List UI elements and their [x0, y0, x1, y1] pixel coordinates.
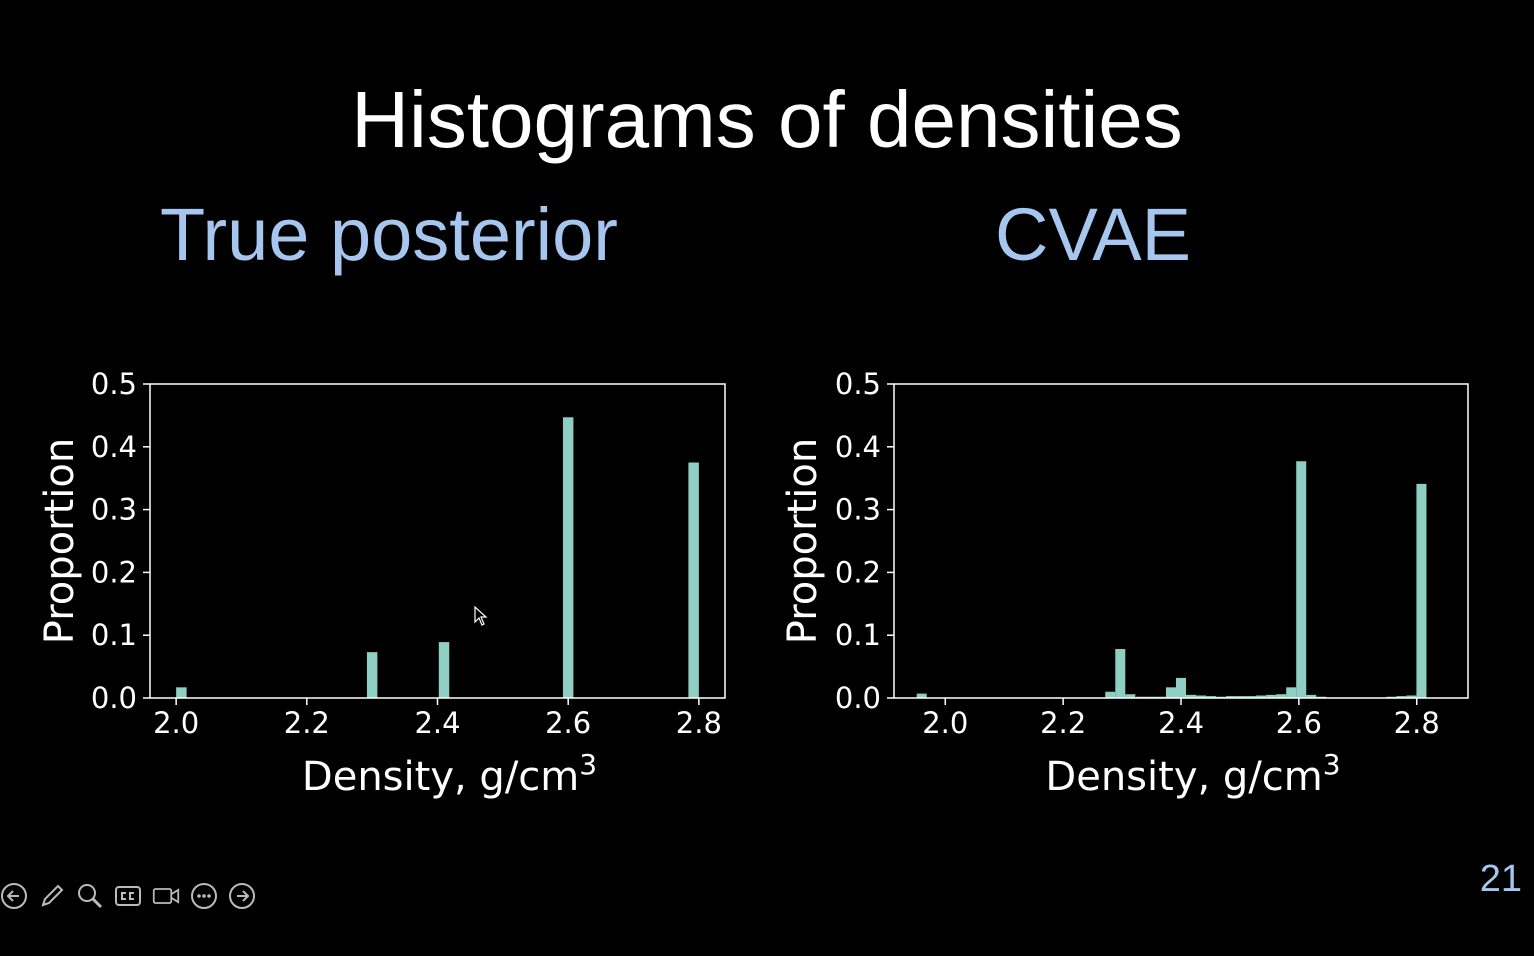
x-tick-label: 2.0: [922, 706, 968, 740]
histogram-bar: [1396, 696, 1407, 698]
y-tick-label: 0.1: [835, 618, 881, 652]
histogram-bar: [1266, 694, 1277, 698]
histogram-bar: [176, 687, 187, 698]
histogram-bar: [1306, 694, 1317, 698]
histogram-bar: [1186, 694, 1197, 698]
histogram-bar: [1236, 696, 1247, 698]
x-axis-label-superscript: 3: [579, 748, 597, 781]
histogram-bar: [688, 462, 699, 698]
histogram-bar: [366, 652, 378, 698]
histogram-bar: [1196, 695, 1207, 698]
histogram-bar: [1105, 691, 1116, 698]
histogram-bar: [1406, 695, 1417, 698]
slide-title: Histograms of densities: [351, 75, 1183, 164]
zoom-icon[interactable]: [76, 882, 104, 910]
histogram-bar: [1165, 687, 1176, 698]
subtitle-cvae: CVAE: [995, 193, 1192, 276]
x-tick-label: 2.2: [1040, 706, 1086, 740]
y-tick-label: 0.0: [91, 681, 137, 715]
y-tick-label: 0.2: [91, 555, 137, 589]
y-tick-label: 0.0: [835, 681, 881, 715]
y-tick-label: 0.2: [835, 555, 881, 589]
y-tick-label: 0.1: [91, 618, 137, 652]
histogram-bar: [1416, 483, 1427, 698]
histogram-bar: [1206, 696, 1217, 698]
more-icon[interactable]: [190, 882, 218, 910]
x-tick-label: 2.2: [284, 706, 330, 740]
page-number: 21: [1479, 858, 1522, 900]
back-arrow-icon[interactable]: [0, 882, 28, 910]
mouse-cursor-icon: [474, 605, 488, 626]
x-tick-label: 2.6: [545, 706, 591, 740]
plot-frame: [893, 383, 1469, 699]
x-tick-label: 2.4: [1158, 706, 1204, 740]
histogram-bar: [1276, 694, 1287, 698]
x-axis-label-superscript: 3: [1323, 748, 1341, 781]
y-tick-label: 0.5: [91, 367, 137, 401]
y-tick-label: 0.3: [835, 493, 881, 527]
captions-icon[interactable]: [114, 882, 142, 910]
y-tick-label: 0.3: [91, 493, 137, 527]
histogram-bar: [1226, 696, 1237, 698]
histogram-bar: [1246, 696, 1257, 698]
x-axis-label: Density, g/cm3: [302, 748, 597, 800]
plot-frame: [149, 383, 726, 699]
x-tick-label: 2.8: [676, 706, 722, 740]
forward-arrow-icon[interactable]: [228, 882, 256, 910]
histogram-bar: [1175, 677, 1187, 698]
histogram-bar: [1256, 695, 1267, 698]
x-tick-label: 2.8: [1394, 706, 1440, 740]
presentation-toolbar: [0, 876, 256, 916]
y-axis-label: Proportion: [780, 438, 826, 644]
histogram-bar: [916, 693, 927, 698]
pen-icon[interactable]: [38, 882, 66, 910]
y-tick-label: 0.4: [91, 430, 137, 464]
histogram-bar: [1286, 687, 1297, 698]
histogram-bar: [1125, 694, 1136, 698]
x-axis-label: Density, g/cm3: [1045, 748, 1340, 800]
y-tick-label: 0.4: [835, 430, 881, 464]
histogram-bar: [1296, 461, 1307, 698]
y-axis-label: Proportion: [37, 438, 83, 644]
subtitle-true-posterior: True posterior: [160, 193, 618, 276]
x-tick-label: 2.6: [1276, 706, 1322, 740]
y-tick-label: 0.5: [835, 367, 881, 401]
histogram-bar: [438, 642, 450, 698]
video-icon[interactable]: [152, 882, 180, 910]
histogram-bar: [1115, 649, 1126, 698]
histogram-bar: [562, 417, 574, 698]
x-tick-label: 2.4: [414, 706, 460, 740]
x-tick-label: 2.0: [153, 706, 199, 740]
